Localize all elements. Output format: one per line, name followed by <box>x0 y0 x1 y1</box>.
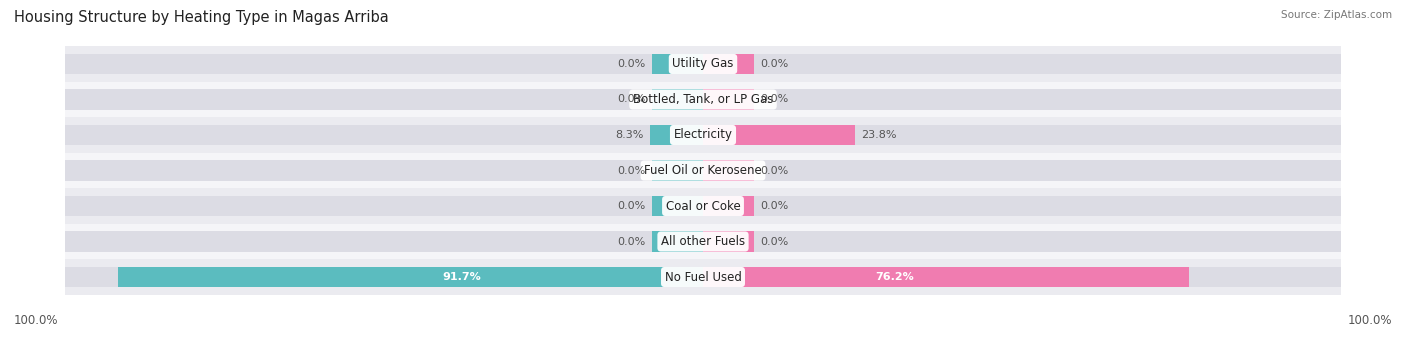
Text: 0.0%: 0.0% <box>761 237 789 247</box>
Bar <box>65 196 703 216</box>
Bar <box>65 117 1341 153</box>
Bar <box>65 267 703 287</box>
Bar <box>65 224 1341 259</box>
Text: 0.0%: 0.0% <box>617 165 645 176</box>
Text: 0.0%: 0.0% <box>617 59 645 69</box>
Text: 0.0%: 0.0% <box>761 201 789 211</box>
Bar <box>703 196 1341 216</box>
Text: 91.7%: 91.7% <box>443 272 481 282</box>
Bar <box>703 54 1341 74</box>
Bar <box>703 196 754 216</box>
Text: Housing Structure by Heating Type in Magas Arriba: Housing Structure by Heating Type in Mag… <box>14 10 389 25</box>
Text: No Fuel Used: No Fuel Used <box>665 270 741 283</box>
Bar <box>65 160 703 181</box>
Bar <box>703 231 1341 252</box>
Text: 0.0%: 0.0% <box>761 165 789 176</box>
Bar <box>65 54 703 74</box>
Text: 76.2%: 76.2% <box>876 272 914 282</box>
Text: 0.0%: 0.0% <box>617 201 645 211</box>
Bar <box>65 82 1341 117</box>
Bar <box>703 267 1189 287</box>
Text: Utility Gas: Utility Gas <box>672 58 734 71</box>
Text: 0.0%: 0.0% <box>761 94 789 104</box>
Bar <box>703 89 754 110</box>
Text: Coal or Coke: Coal or Coke <box>665 199 741 212</box>
Bar <box>652 54 703 74</box>
Bar <box>65 231 703 252</box>
Bar <box>652 196 703 216</box>
Bar <box>703 160 1341 181</box>
Text: Source: ZipAtlas.com: Source: ZipAtlas.com <box>1281 10 1392 20</box>
Bar <box>703 160 754 181</box>
Bar <box>703 231 754 252</box>
Bar <box>118 267 703 287</box>
Bar <box>652 160 703 181</box>
Text: 0.0%: 0.0% <box>617 94 645 104</box>
Text: Fuel Oil or Kerosene: Fuel Oil or Kerosene <box>644 164 762 177</box>
Bar <box>650 125 703 145</box>
Bar <box>703 125 855 145</box>
Text: 0.0%: 0.0% <box>761 59 789 69</box>
Text: 100.0%: 100.0% <box>1347 314 1392 327</box>
Bar <box>65 188 1341 224</box>
Text: 100.0%: 100.0% <box>14 314 59 327</box>
Bar <box>703 54 754 74</box>
Bar <box>65 259 1341 295</box>
Bar <box>652 89 703 110</box>
Bar <box>703 89 1341 110</box>
Text: Bottled, Tank, or LP Gas: Bottled, Tank, or LP Gas <box>633 93 773 106</box>
Bar <box>652 231 703 252</box>
Text: Electricity: Electricity <box>673 129 733 142</box>
Text: 23.8%: 23.8% <box>862 130 897 140</box>
Text: 0.0%: 0.0% <box>617 237 645 247</box>
Text: 8.3%: 8.3% <box>616 130 644 140</box>
Text: All other Fuels: All other Fuels <box>661 235 745 248</box>
Bar <box>65 153 1341 188</box>
Bar <box>65 125 703 145</box>
Bar <box>703 267 1341 287</box>
Bar <box>65 46 1341 82</box>
Bar <box>65 89 703 110</box>
Bar <box>703 125 1341 145</box>
